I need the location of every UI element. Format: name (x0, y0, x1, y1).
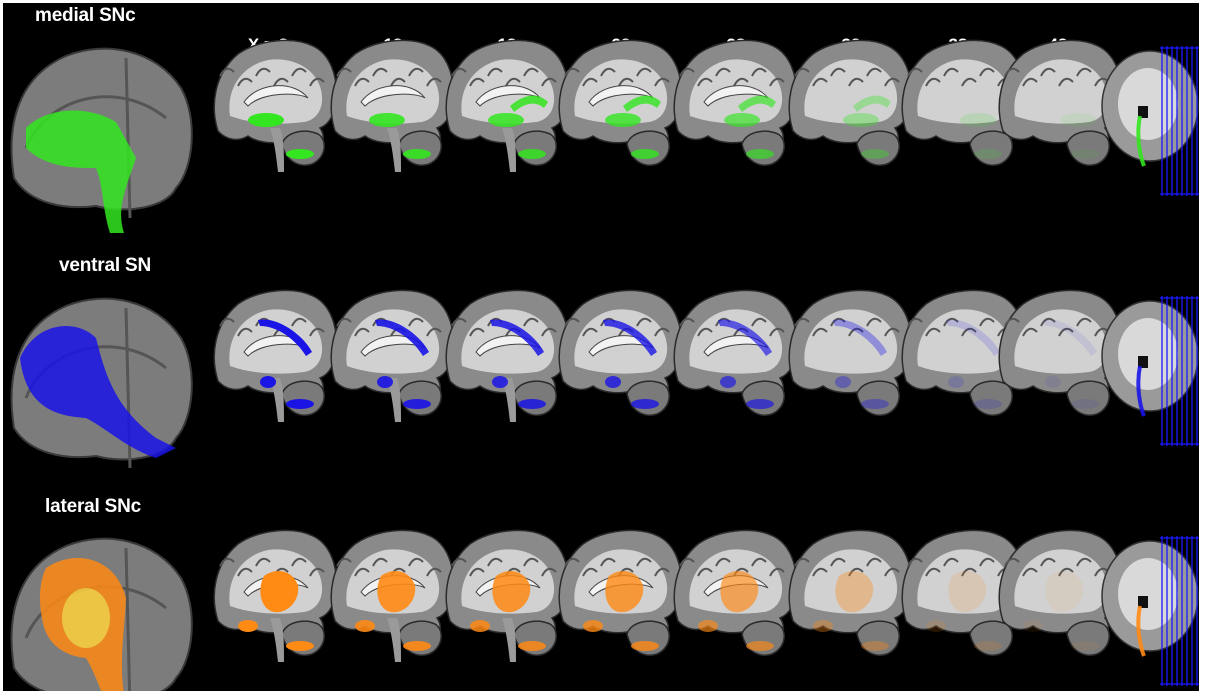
sagittal-slice-lateral-snc-1 (213, 529, 338, 662)
figure-panel: medial SNc ventral SN lateral SNc X = 8 … (3, 3, 1199, 691)
coronal-slice-lateral-snc (1101, 536, 1199, 686)
sagittal-slice-medial-snc-1 (213, 39, 338, 172)
sagittal-slice-lateral-snc-4 (558, 529, 683, 656)
sagittal-slice-ventral-sn-3 (445, 289, 570, 422)
sagittal-slice-medial-snc-6 (788, 39, 913, 166)
sagittal-slice-ventral-sn-1 (213, 289, 338, 422)
row-label-ventral-sn: ventral SN (59, 255, 151, 276)
sagittal-slice-lateral-snc-3 (445, 529, 570, 662)
sagittal-slice-medial-snc-3 (445, 39, 570, 172)
coronal-slice-ventral-sn (1101, 296, 1199, 446)
glass-brain-lateral-snc (10, 537, 193, 691)
sagittal-slice-lateral-snc-8 (998, 529, 1123, 656)
coronal-slice-medial-snc (1101, 46, 1199, 196)
sagittal-slice-ventral-sn-2 (330, 289, 455, 422)
row-label-medial-snc: medial SNc (35, 5, 136, 26)
sagittal-slice-medial-snc-5 (673, 39, 798, 166)
sagittal-slice-medial-snc-4 (558, 39, 683, 166)
sagittal-slice-ventral-sn-8 (998, 289, 1123, 416)
glass-brain-medial-snc (10, 47, 193, 233)
sagittal-slice-lateral-snc-7 (901, 529, 1026, 656)
sagittal-slice-lateral-snc-6 (788, 529, 913, 656)
sagittal-slice-ventral-sn-7 (901, 289, 1026, 416)
row-label-lateral-snc: lateral SNc (45, 496, 142, 517)
sagittal-slice-lateral-snc-2 (330, 529, 455, 662)
glass-brain-ventral-sn (10, 297, 193, 469)
sagittal-slice-lateral-snc-5 (673, 529, 798, 656)
sagittal-slice-medial-snc-8 (998, 39, 1123, 166)
sagittal-slice-ventral-sn-6 (788, 289, 913, 416)
sagittal-slice-medial-snc-2 (330, 39, 455, 172)
sagittal-slice-ventral-sn-5 (673, 289, 798, 416)
sagittal-slice-ventral-sn-4 (558, 289, 683, 416)
sagittal-slice-medial-snc-7 (901, 39, 1026, 166)
